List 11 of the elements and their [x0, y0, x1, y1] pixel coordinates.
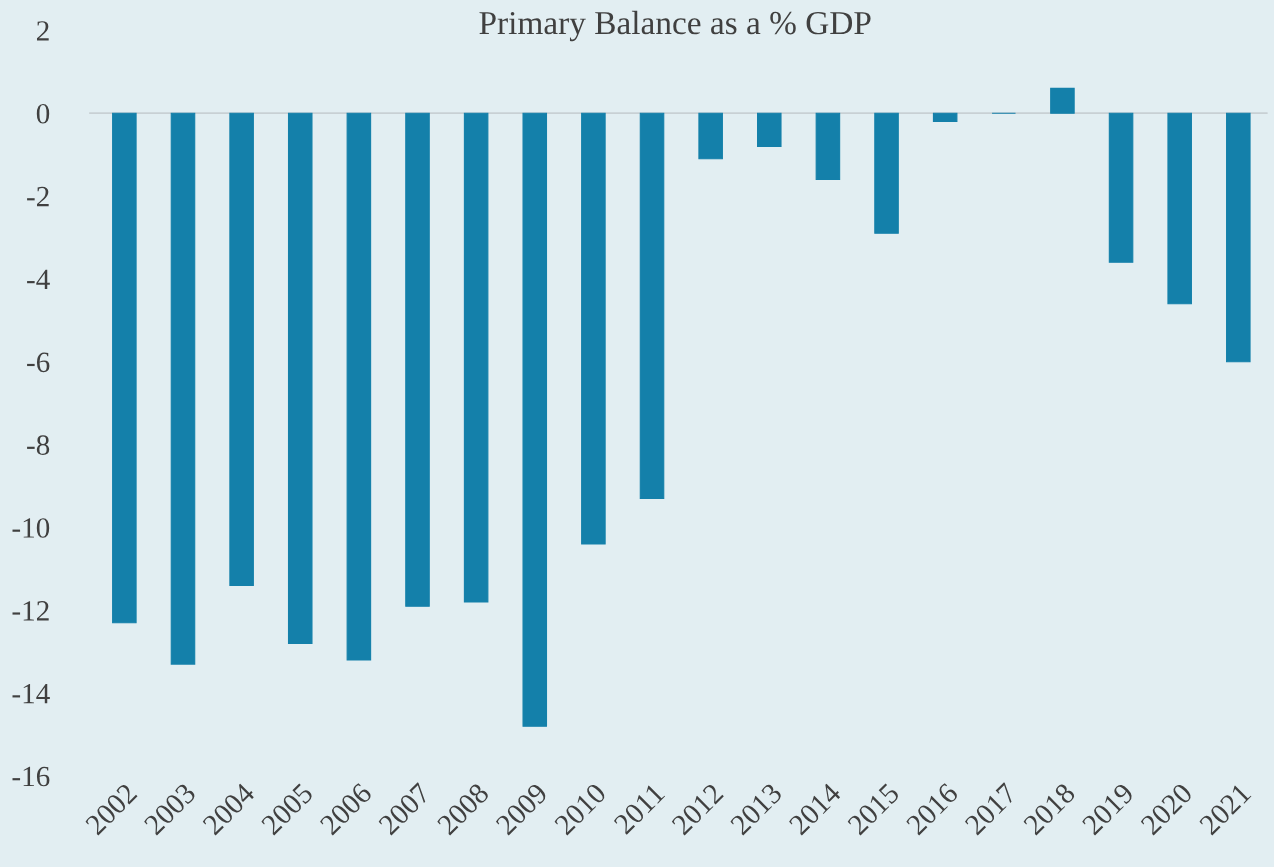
- y-tick-label: -10: [12, 518, 50, 538]
- y-tick-label: -12: [12, 601, 49, 621]
- y-tick-label: -8: [27, 435, 50, 455]
- y-tick-label: -16: [12, 766, 50, 787]
- y-tick-label: -2: [27, 186, 49, 207]
- y-tick-label: 0: [36, 103, 50, 124]
- chart-title: Primary Balance as a % GDP: [479, 10, 871, 42]
- y-tick-label: -14: [12, 683, 50, 704]
- y-tick-label: -6: [27, 352, 50, 373]
- y-tick-label: 2: [36, 21, 49, 41]
- y-tick-label: -4: [27, 269, 50, 289]
